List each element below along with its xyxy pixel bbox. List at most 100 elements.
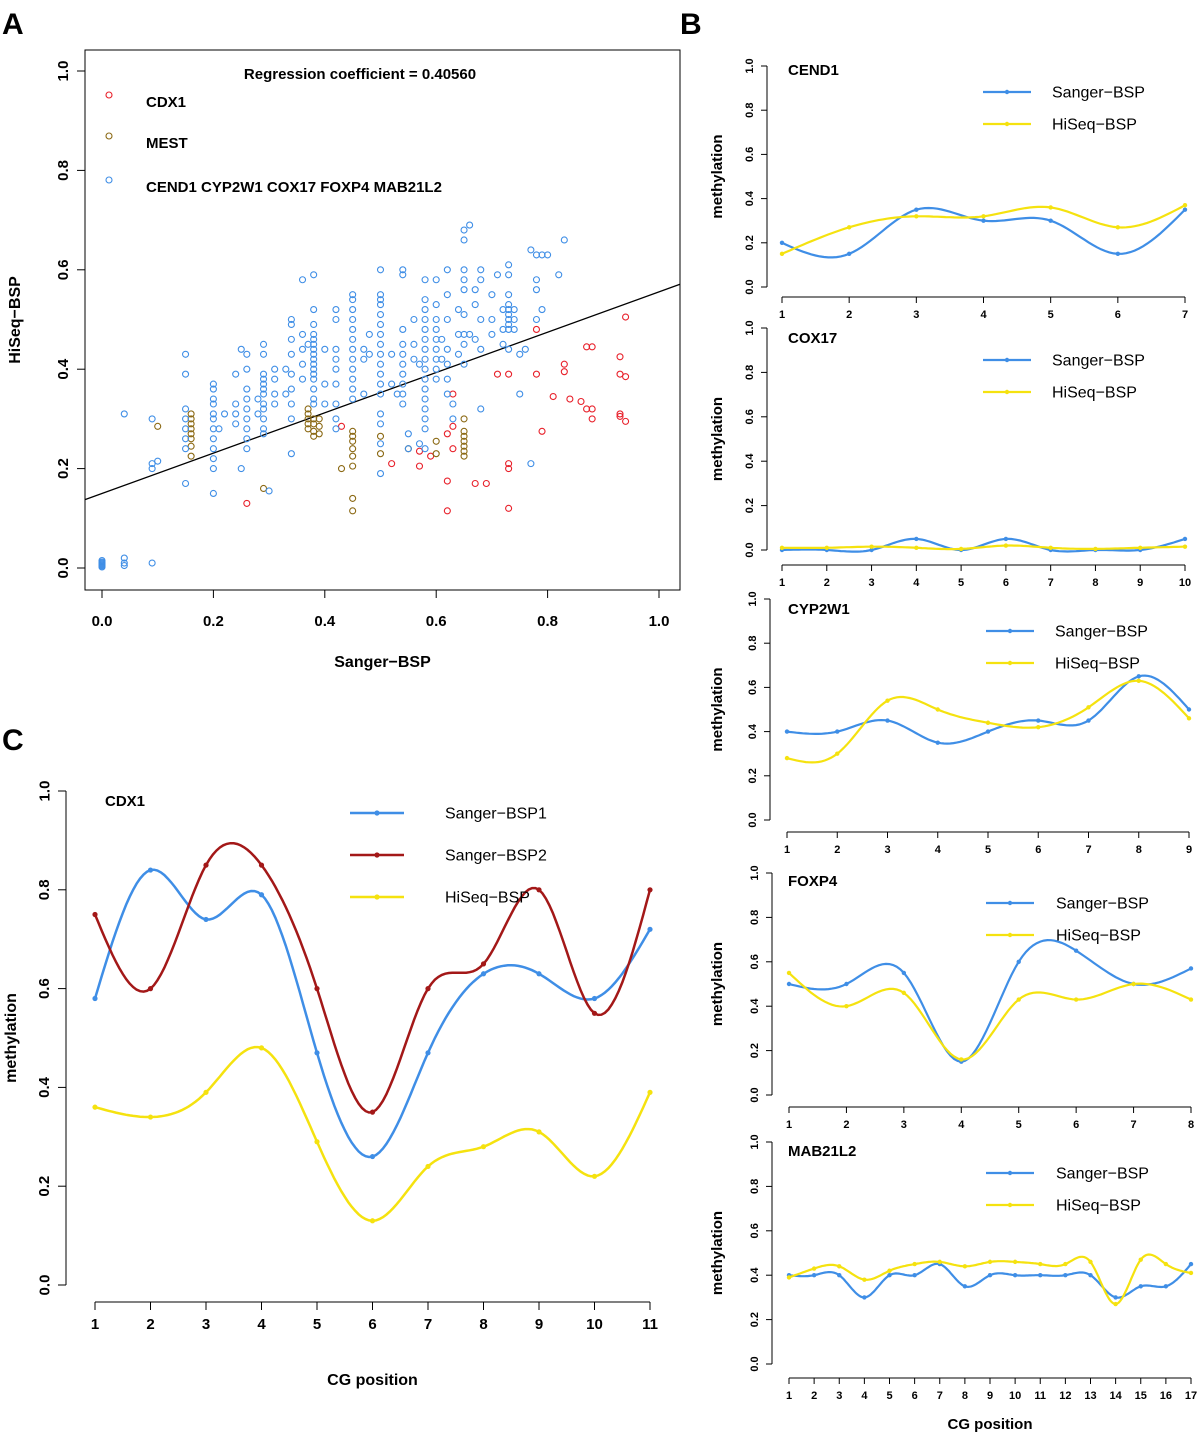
data-point	[987, 1259, 993, 1265]
scatter-point	[460, 432, 468, 440]
x-tick-label: 4	[980, 309, 987, 321]
scatter-point	[259, 380, 268, 388]
scatter-point	[349, 445, 357, 453]
scatter-point	[243, 395, 251, 403]
series-line	[781, 537, 1186, 553]
x-tick-label: 5	[886, 1390, 892, 1402]
y-tick-label: 0.2	[744, 498, 756, 513]
y-tick-label: 0.6	[747, 680, 759, 695]
y-tick-label: 0.4	[55, 358, 72, 380]
scatter-point	[349, 437, 357, 445]
scatter-point	[532, 370, 541, 378]
data-point	[1136, 678, 1141, 683]
x-tick-label: 2	[846, 309, 852, 321]
scatter-point	[365, 330, 373, 338]
scatter-point	[315, 430, 323, 438]
scatter-point	[254, 395, 262, 403]
x-tick-label: 3	[901, 1119, 907, 1131]
x-axis-label: Sanger−BSP	[334, 654, 431, 671]
scatter-point	[287, 370, 295, 378]
scatter-point	[315, 415, 323, 423]
series-hiseq-bsp	[786, 970, 1194, 1062]
plot-frame	[84, 49, 681, 591]
data-point	[536, 971, 542, 977]
scatter-point	[287, 450, 295, 458]
scatter-point	[304, 405, 312, 413]
scatter-point	[505, 465, 513, 473]
scatter-point	[460, 340, 468, 348]
scatter-point	[332, 400, 340, 408]
legend-marker	[1007, 628, 1013, 634]
scatter-point	[349, 335, 357, 343]
data-point	[862, 1277, 867, 1282]
scatter-point	[560, 360, 568, 368]
scatter-point	[460, 427, 468, 435]
data-point	[959, 1057, 964, 1062]
y-tick-label: 0.6	[36, 978, 53, 999]
data-point	[779, 240, 785, 245]
scatter-point	[460, 266, 468, 274]
scatter-point	[443, 477, 451, 485]
scatter-point	[237, 345, 245, 353]
x-tick-label: 8	[1188, 1119, 1194, 1131]
y-axis-label: methylation	[709, 1211, 726, 1295]
data-point	[1136, 674, 1141, 679]
series-line	[788, 972, 1192, 1061]
scatter-point	[337, 465, 346, 473]
scatter-point	[376, 340, 385, 348]
scatter-point	[298, 276, 307, 284]
data-point	[811, 1273, 817, 1278]
data-point	[425, 1163, 431, 1170]
chart-title: Regression coefficient = 0.40560	[244, 66, 476, 83]
data-point	[1163, 1284, 1169, 1289]
data-point	[914, 545, 919, 550]
scatter-point	[443, 266, 451, 274]
scatter-point	[510, 325, 518, 333]
scatter-point	[443, 315, 451, 324]
scatter-point	[182, 415, 190, 423]
scatter-point	[488, 330, 496, 338]
scatter-point	[488, 315, 496, 324]
data-point	[369, 1153, 376, 1160]
chart-title: MAB21L2	[788, 1143, 856, 1160]
scatter-point	[443, 375, 451, 383]
data-point	[786, 1275, 792, 1280]
data-point	[885, 698, 890, 703]
x-tick-label: 2	[834, 844, 840, 856]
scatter-point	[454, 350, 463, 358]
scatter-point	[432, 450, 440, 458]
scatter-point	[332, 345, 340, 353]
scatter-point	[349, 507, 357, 515]
series-others	[98, 221, 568, 571]
scatter-point	[376, 320, 385, 329]
scatter-point	[182, 370, 190, 378]
data-point	[1131, 981, 1136, 987]
data-point	[824, 545, 829, 550]
data-point	[1036, 718, 1041, 723]
scatter-point	[282, 365, 290, 373]
scatter-point	[259, 390, 268, 398]
series-line	[788, 938, 1192, 1063]
scatter-point	[209, 435, 217, 443]
scatter-point	[549, 392, 557, 401]
legend-marker	[374, 852, 380, 858]
data-point	[1186, 716, 1192, 721]
data-point	[203, 862, 209, 868]
scatter-point	[510, 315, 518, 324]
data-point	[811, 1266, 817, 1271]
data-point	[779, 251, 785, 257]
scatter-point	[471, 335, 479, 343]
data-point	[1088, 1273, 1093, 1278]
data-point	[1138, 1257, 1143, 1262]
y-tick-label: 0.8	[747, 636, 759, 651]
scatter-point	[460, 360, 468, 368]
scatter-point	[415, 440, 424, 448]
y-tick-label: 0.0	[747, 812, 759, 827]
x-tick-label: 4	[861, 1390, 868, 1402]
y-tick-label: 0.8	[749, 910, 761, 925]
series-cdx1	[243, 313, 630, 515]
scatter-point	[443, 390, 451, 398]
data-point	[1188, 966, 1194, 971]
x-tick-label: 4	[257, 1316, 266, 1333]
y-axis-label: HiSeq−BSP	[7, 276, 24, 364]
